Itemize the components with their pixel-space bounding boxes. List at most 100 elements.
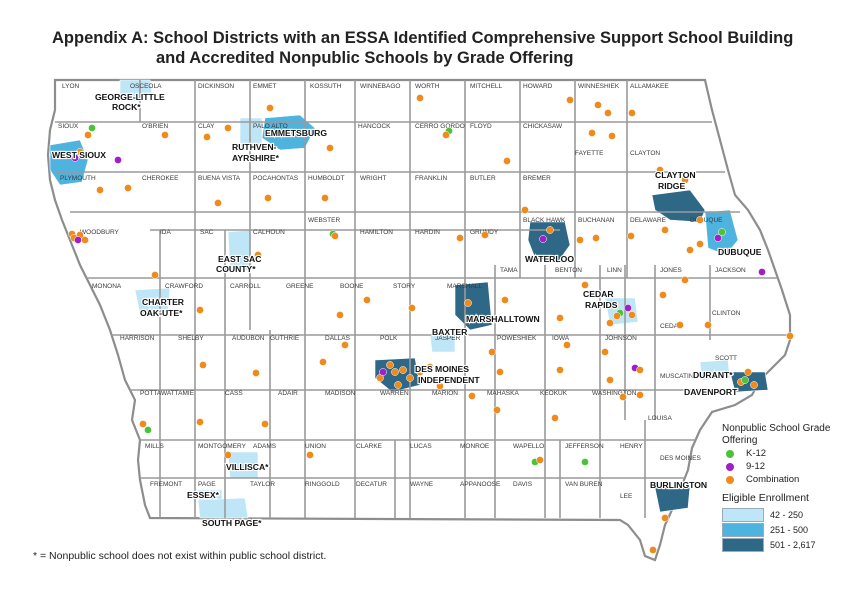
county-label-poweshiek: POWESHIEK — [497, 335, 537, 342]
county-label-monona: MONONA — [92, 283, 122, 290]
school-dot — [363, 296, 371, 304]
county-label-johnson: JOHNSON — [605, 335, 637, 342]
county-label-mitchell: MITCHELL — [470, 83, 503, 90]
school-dot — [161, 131, 169, 139]
school-dot — [556, 314, 564, 322]
county-label-clarke: CLARKE — [356, 443, 383, 450]
school-dot — [468, 392, 476, 400]
school-dot — [718, 228, 726, 236]
school-dot — [636, 366, 644, 374]
legend-dot-9-12 — [726, 462, 734, 471]
school-dot — [551, 414, 559, 422]
county-label-madison: MADISON — [325, 390, 356, 397]
district-label-clayton-ridge: CLAYTON RIDGE — [655, 170, 696, 191]
school-dot — [224, 124, 232, 132]
county-label-keokuk: KEOKUK — [540, 390, 568, 397]
county-label-adair: ADAIR — [278, 390, 298, 397]
county-label-palo-alto: PALO ALTO — [253, 123, 288, 130]
school-dot — [71, 154, 79, 162]
school-dot — [636, 391, 644, 399]
school-dot — [254, 251, 262, 259]
county-label-carroll: CARROLL — [230, 283, 261, 290]
school-dot — [481, 231, 489, 239]
school-dot — [696, 240, 704, 248]
county-label-greene: GREENE — [286, 283, 314, 290]
school-dot — [521, 206, 529, 214]
school-dot — [613, 312, 621, 320]
district-label-dubuque: DUBUQUE — [718, 247, 762, 257]
footnote: * = Nonpublic school does not exist with… — [33, 550, 327, 562]
county-label-cedar: CEDAR — [660, 323, 683, 330]
school-dot — [539, 235, 547, 243]
school-dot — [696, 216, 704, 224]
legend-item-enroll-low: 42 - 250 — [722, 507, 847, 522]
county-label-scott: SCOTT — [715, 355, 737, 362]
county-label-monroe: MONROE — [460, 443, 490, 450]
county-label-taylor: TAYLOR — [250, 481, 275, 488]
county-label-chickasaw: CHICKASAW — [523, 123, 563, 130]
county-label-humboldt: HUMBOLDT — [308, 175, 345, 182]
county-label-wapello: WAPELLO — [513, 443, 544, 450]
school-dot — [594, 101, 602, 109]
county-label-cerro-gordo: CERRO GORDO — [415, 123, 465, 130]
county-label-lee: LEE — [620, 493, 633, 500]
county-label-marshall: MARSHALL — [447, 283, 482, 290]
school-dot — [592, 234, 600, 242]
school-dot — [151, 271, 159, 279]
school-dot — [619, 393, 627, 401]
school-dot — [379, 368, 387, 376]
county-label-delaware: DELAWARE — [630, 217, 667, 224]
school-dot — [786, 332, 794, 340]
legend-enrollment-title: Eligible Enrollment — [722, 492, 809, 504]
map-title: Appendix A: School Districts with an ESS… — [52, 28, 842, 68]
county-label-cass: CASS — [225, 390, 243, 397]
county-label-mahaska: MAHASKA — [487, 390, 519, 397]
school-dot — [624, 304, 632, 312]
county-label-polk: POLK — [380, 335, 398, 342]
district-label-villisca: VILLISCA* — [226, 462, 269, 472]
school-dot — [501, 296, 509, 304]
county-label-benton: BENTON — [555, 267, 582, 274]
school-dot — [199, 361, 207, 369]
school-dot — [252, 369, 260, 377]
county-label-warren: WARREN — [380, 390, 409, 397]
school-dot — [556, 366, 564, 374]
county-label-lucas: LUCAS — [410, 443, 432, 450]
county-label-story: STORY — [393, 283, 416, 290]
school-dot — [611, 301, 619, 309]
county-label-tama: TAMA — [500, 267, 518, 274]
school-dot — [416, 368, 424, 376]
school-dot — [758, 268, 766, 276]
school-dot — [566, 96, 574, 104]
legend-item-combination: Combination — [726, 473, 847, 486]
school-dot — [659, 291, 667, 299]
school-dot — [581, 458, 589, 466]
school-dot — [464, 299, 472, 307]
county-label-van-buren: VAN BUREN — [565, 481, 603, 488]
county-label-jasper: JASPER — [435, 335, 461, 342]
county-label-plymouth: PLYMOUTH — [60, 175, 96, 182]
school-dot — [341, 341, 349, 349]
county-label-fremont: FREMONT — [150, 481, 182, 488]
school-dot — [750, 381, 758, 389]
school-dot — [386, 361, 394, 369]
county-label-muscatine: MUSCATINE — [660, 373, 698, 380]
district-label-baxter: BAXTER — [432, 327, 468, 337]
district-label-waterloo: WATERLOO — [525, 254, 574, 264]
county-label-page: PAGE — [198, 481, 216, 488]
county-label-shelby: SHELBY — [178, 335, 204, 342]
county-label-emmet: EMMET — [253, 83, 277, 90]
school-dot — [399, 366, 407, 374]
school-dot — [76, 148, 84, 156]
school-dot — [442, 131, 450, 139]
school-dot — [628, 311, 636, 319]
county-label-clinton: CLINTON — [712, 310, 741, 317]
county-label-jackson: JACKSON — [715, 267, 746, 274]
district-label-east-sac-county: EAST SAC COUNTY* — [216, 254, 261, 274]
school-dot — [124, 184, 132, 192]
legend-label-low: 42 - 250 — [770, 509, 804, 520]
district-label-emmetsburg: EMMETSBURG — [265, 128, 327, 138]
school-dot — [493, 406, 501, 414]
district-label-charter-oak-ute: CHARTER OAK-UTE* — [140, 297, 185, 318]
school-dot — [74, 236, 82, 244]
